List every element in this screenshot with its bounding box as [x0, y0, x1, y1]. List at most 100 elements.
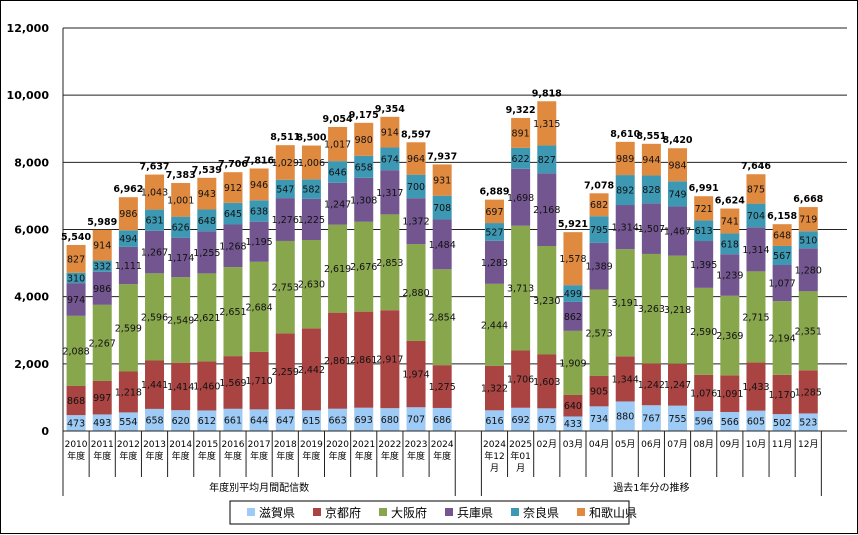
bar-segment: [328, 408, 348, 431]
bar-segment: [118, 371, 138, 413]
bar-segment: [249, 261, 269, 352]
data-label: 2,861: [350, 355, 377, 366]
data-label: 2,442: [298, 365, 325, 376]
bar-segment: [275, 409, 295, 431]
bar-segment: [66, 283, 86, 316]
data-label: 622: [512, 154, 530, 165]
bar-segment: [511, 147, 531, 169]
legend-label: 和歌山県: [589, 505, 637, 520]
bar-segment: [484, 365, 504, 411]
data-label: 3,263: [638, 304, 665, 315]
data-label: 620: [172, 416, 190, 427]
x-tick-label: 10月: [746, 439, 766, 450]
bar-segment: [275, 198, 295, 241]
bar-segment: [641, 203, 661, 254]
data-label: 1,308: [350, 195, 377, 206]
bar-segment: [432, 365, 452, 408]
data-label: 638: [250, 206, 268, 217]
x-tick-label: 年度: [329, 450, 347, 462]
bar-segment: [301, 179, 321, 199]
data-label: 547: [276, 184, 294, 195]
data-label: 1,441: [141, 380, 168, 391]
data-label: 510: [799, 235, 817, 246]
bar-segment: [380, 147, 400, 171]
data-label: 1,225: [298, 215, 325, 226]
data-label: 1,569: [219, 378, 246, 389]
bar-segment: [197, 209, 217, 232]
bar-segment: [223, 356, 243, 409]
data-label: 964: [407, 154, 425, 165]
bar-segment: [694, 374, 714, 411]
bar-segment: [92, 271, 112, 305]
x-tick-label: 2019: [300, 440, 323, 450]
data-label: 523: [799, 418, 817, 429]
bar-segment: [772, 264, 792, 302]
bar-segment: [798, 231, 818, 249]
bar-segment: [432, 164, 452, 196]
bar-segment: [772, 301, 792, 375]
bar-segment: [537, 145, 557, 174]
bar-segment: [197, 410, 217, 431]
data-label: 943: [198, 189, 216, 200]
x-tick-label: 2017: [248, 440, 271, 450]
data-label: 914: [93, 241, 111, 252]
data-label: 2,861: [324, 356, 351, 367]
group-label: 年度別平均月間配信数: [209, 481, 309, 494]
data-label: 827: [538, 155, 556, 166]
bar-segment: [484, 223, 504, 241]
bar-segment: [145, 209, 165, 231]
data-label: 1,322: [481, 384, 508, 395]
data-label: 493: [93, 418, 111, 429]
bar-segment: [380, 116, 400, 148]
data-label: 567: [773, 251, 791, 262]
bar-segment: [301, 410, 321, 431]
data-label: 645: [224, 209, 242, 220]
bar-segment: [328, 182, 348, 225]
legend-label: 大阪府: [391, 505, 427, 520]
bar-segment: [145, 408, 165, 431]
bar-segment: [380, 408, 400, 431]
data-label: 1,111: [115, 261, 142, 272]
x-tick-label: 年度: [302, 450, 320, 462]
bar-segment: [720, 295, 740, 376]
bar-segment: [694, 287, 714, 375]
x-tick-label: 2012: [117, 440, 140, 450]
data-label: 661: [224, 415, 242, 426]
legend-label: 京都府: [325, 505, 361, 520]
data-label: 880: [616, 412, 634, 423]
bar-segment: [380, 214, 400, 311]
bar-segment: [145, 273, 165, 361]
data-label: 2,194: [769, 334, 796, 345]
data-label: 1,218: [115, 387, 142, 398]
data-label: 2,630: [298, 280, 325, 291]
total-label: 8,551: [636, 131, 666, 142]
bar-segment: [197, 361, 217, 411]
bar-segment: [484, 410, 504, 431]
bar-segment: [118, 246, 138, 285]
data-label: 1,433: [742, 382, 769, 393]
data-label: 3,713: [507, 284, 534, 295]
total-label: 7,383: [166, 170, 196, 181]
data-label: 2,676: [350, 262, 377, 273]
data-label: 1,001: [167, 195, 194, 206]
bar-segment: [301, 328, 321, 411]
data-label: 527: [485, 227, 503, 238]
total-label: 9,322: [506, 105, 536, 116]
bar-segment: [484, 283, 504, 366]
legend-label: 兵庫県: [457, 506, 493, 520]
bar-segment: [511, 407, 531, 431]
data-label: 1,006: [298, 158, 325, 169]
bar-segment: [511, 117, 531, 148]
bar-segment: [328, 224, 348, 313]
data-label: 433: [564, 419, 582, 430]
x-tick-label: 2010: [65, 440, 88, 450]
data-label: 1,017: [324, 140, 351, 151]
data-label: 1,174: [167, 253, 194, 264]
data-label: 721: [695, 204, 713, 215]
legend-box: [229, 500, 630, 525]
x-tick-label: 2025: [509, 440, 532, 450]
data-label: 640: [564, 401, 582, 412]
data-label: 2,853: [376, 258, 403, 269]
bar-segment: [563, 394, 583, 417]
